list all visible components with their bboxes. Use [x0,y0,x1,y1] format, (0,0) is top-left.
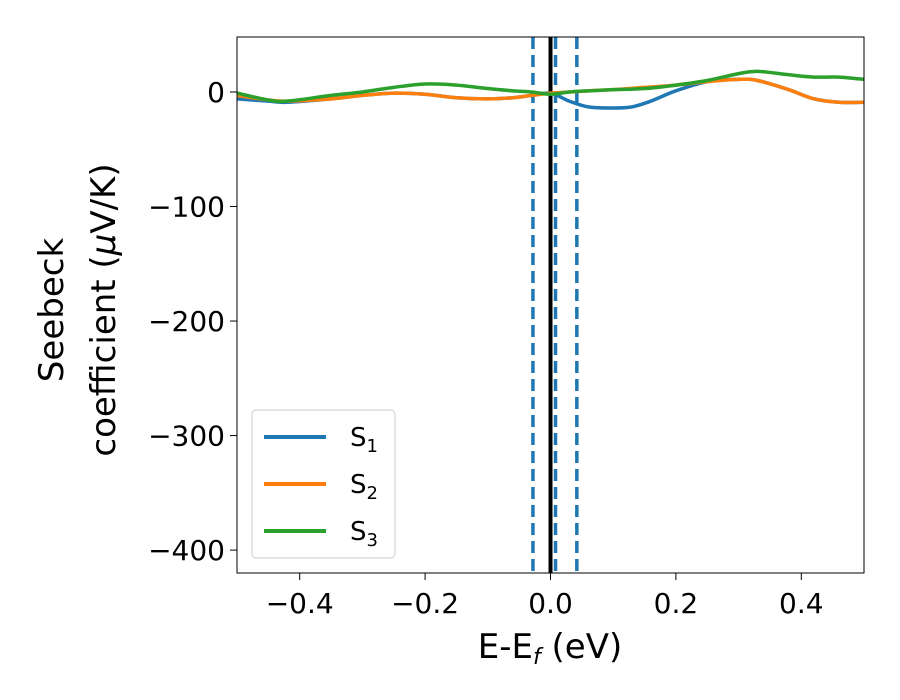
y-tick-label: −300 [148,420,225,453]
y-tick-label: −400 [148,534,225,567]
y-axis-ticks: 0 −100 −200 −300 −400 [148,76,237,567]
legend-label-s2: S2 [350,470,378,504]
x-axis-label-sub: f [533,645,544,670]
x-axis-label-tail: (eV) [541,627,623,667]
x-tick-label: 0.0 [528,587,573,620]
vertical-reference-lines [531,37,579,573]
y-axis-label-pre: coefficient ( [84,255,124,456]
x-tick-label: 0.4 [779,587,824,620]
x-axis-ticks: −0.4 −0.2 0.0 0.2 0.4 [266,573,824,620]
y-axis-label-line2: coefficient (μV/K) [84,163,124,456]
y-axis-label-post: V/K) [84,163,124,233]
data-series [237,69,864,110]
y-tick-label: 0 [207,76,225,109]
legend-entries: S1 S2 S3 [264,423,378,551]
legend: S1 S2 S3 [251,409,396,559]
y-axis-label-mu: μ [84,234,124,257]
x-axis-label: E-Ef (eV) [478,627,623,670]
x-tick-label: −0.4 [266,587,334,620]
x-tick-label: 0.2 [654,587,699,620]
x-axis-label-main: E-E [478,627,533,667]
y-axis-label-line1: Seebeck [32,238,72,383]
legend-label-s1: S1 [350,423,378,457]
legend-label-s3: S3 [350,517,378,551]
series-line-s3 [237,69,864,104]
x-tick-label: −0.2 [391,587,459,620]
y-axis-label: Seebeck coefficient (μV/K) [32,163,124,456]
y-tick-label: −100 [148,191,225,224]
y-tick-label: −200 [148,305,225,338]
